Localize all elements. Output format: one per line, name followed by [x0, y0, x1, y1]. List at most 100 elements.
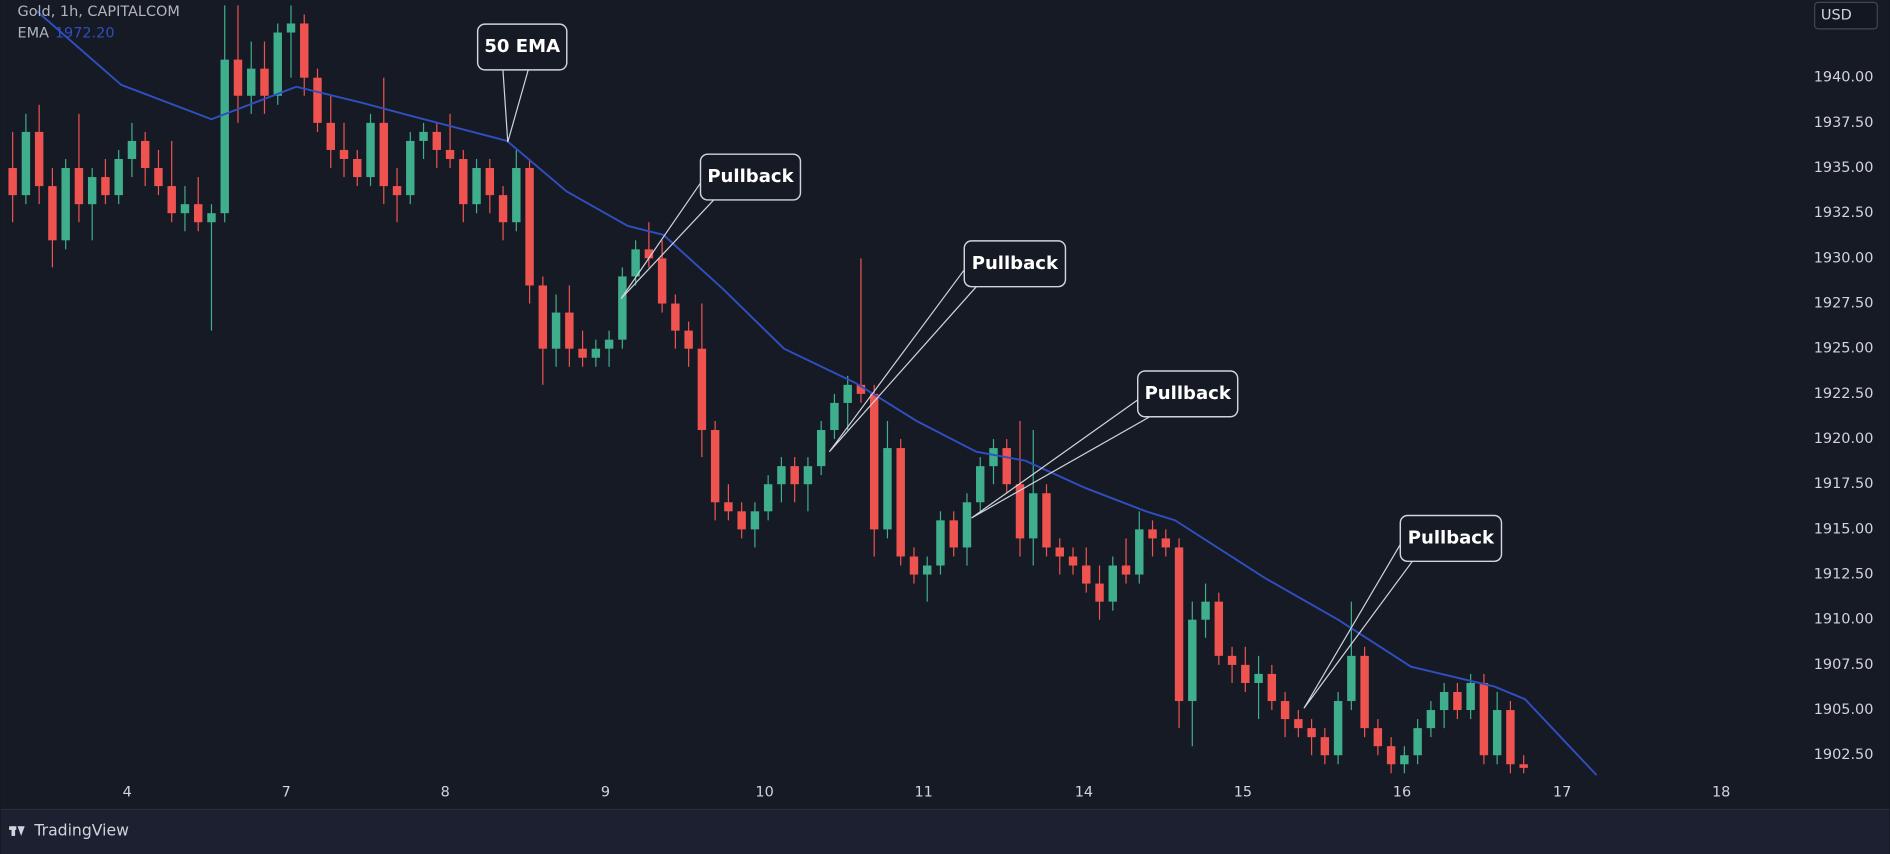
- callout-box: [963, 240, 1067, 288]
- candle-body: [8, 168, 17, 196]
- candle-body: [976, 466, 985, 503]
- candle-body: [896, 448, 905, 557]
- callout-pointer: [620, 182, 715, 300]
- candle-body: [1029, 493, 1038, 539]
- candle-body: [392, 186, 402, 196]
- candle-body: [512, 168, 521, 223]
- candle-body: [432, 131, 442, 150]
- candle-body: [21, 131, 31, 196]
- candle-body: [167, 186, 176, 214]
- candle-body: [631, 249, 640, 277]
- callout-pointer: [828, 269, 977, 453]
- candle-body: [61, 168, 70, 241]
- candle-body: [140, 140, 150, 169]
- candle-body: [697, 348, 707, 431]
- candle-body: [1148, 529, 1157, 539]
- y-tick-label: 1915.00: [1814, 521, 1874, 537]
- y-tick-label: 1905.00: [1814, 702, 1874, 718]
- y-tick-label: 1902.50: [1814, 747, 1874, 763]
- candle-body: [1227, 655, 1237, 665]
- candle-body: [193, 204, 203, 223]
- candle-body: [816, 430, 826, 467]
- footer-bar: [0, 809, 1890, 854]
- plot-area: 1902.50 1905.00 1907.50 1910.00 1912.50 1915.…: [8, 5, 1874, 801]
- candle-body: [644, 249, 654, 259]
- candle-body: [843, 384, 852, 403]
- callout-pointer: [1303, 544, 1413, 709]
- candle-body: [750, 511, 760, 530]
- candle-body: [565, 312, 574, 349]
- candle-body: [551, 312, 561, 349]
- candle-body: [74, 168, 84, 205]
- annotation-text: Pullback: [972, 253, 1059, 274]
- candle-body: [300, 23, 309, 78]
- x-tick-label: 16: [1393, 785, 1411, 801]
- candle-body: [472, 168, 481, 205]
- candle-body: [1214, 601, 1224, 656]
- candle-body: [154, 168, 163, 187]
- currency-label[interactable]: USD: [1821, 8, 1852, 24]
- candle-body: [127, 140, 137, 159]
- candle-body: [220, 59, 229, 214]
- candle-body: [1373, 728, 1383, 747]
- candle-body: [445, 149, 455, 159]
- y-tick-label: 1932.50: [1814, 205, 1874, 221]
- candle-body: [671, 303, 680, 331]
- candle-body: [114, 158, 123, 196]
- candle-body: [34, 131, 44, 187]
- candle-body: [419, 131, 428, 141]
- candle-body: [1108, 565, 1117, 602]
- currency-box[interactable]: [1814, 1, 1878, 30]
- chart-title: Gold, 1h, CAPITALCOM: [18, 4, 180, 20]
- candle-body: [1267, 673, 1277, 702]
- candle-body: [883, 448, 892, 530]
- candle-body: [1095, 583, 1104, 602]
- candle-body: [1506, 710, 1515, 765]
- candle-body: [1201, 601, 1210, 620]
- y-tick-label: 1935.00: [1814, 160, 1874, 176]
- candle-body: [1426, 710, 1436, 729]
- candle-body: [1294, 719, 1303, 729]
- x-tick-label: 7: [282, 785, 291, 801]
- callout-box: [476, 23, 568, 71]
- annotation-text: Pullback: [1408, 527, 1495, 548]
- x-tick-label: 10: [755, 785, 773, 801]
- legend-label: EMA: [18, 26, 50, 42]
- candle-body: [1400, 755, 1409, 765]
- candle-body: [710, 430, 720, 503]
- candle-body: [1042, 493, 1051, 548]
- candle-body: [962, 502, 972, 548]
- candle-body: [1519, 764, 1528, 768]
- candle-body: [578, 348, 587, 358]
- candle-body: [790, 466, 799, 485]
- callout-box: [699, 153, 802, 201]
- candle-body: [591, 348, 601, 358]
- candle-body: [1479, 682, 1489, 756]
- candle-body: [1188, 619, 1197, 702]
- candle-body: [1174, 547, 1184, 702]
- callout-box: [1399, 514, 1503, 563]
- candle-body: [1439, 691, 1449, 711]
- candle-body: [1333, 701, 1343, 756]
- candle-body: [87, 177, 97, 205]
- candle-body: [339, 149, 349, 159]
- candle-body: [724, 502, 733, 512]
- y-tick-label: 1930.00: [1814, 250, 1874, 266]
- candle-body: [936, 520, 945, 566]
- x-tick-label: 8: [441, 785, 450, 801]
- candle-body: [538, 285, 548, 349]
- candle-body: [525, 168, 534, 286]
- callout-pointer: [971, 399, 1151, 519]
- candle-body: [485, 168, 495, 196]
- candle-body: [949, 520, 958, 548]
- x-tick-label: 18: [1712, 785, 1730, 801]
- candle-body: [1241, 664, 1250, 683]
- candle-body: [366, 122, 375, 178]
- candle-body: [1347, 655, 1356, 702]
- y-tick-label: 1917.50: [1814, 476, 1874, 492]
- candle-body: [207, 213, 216, 223]
- y-tick-label: 1907.50: [1814, 657, 1874, 673]
- callout-box: [1136, 370, 1239, 418]
- ema-line: [35, 10, 1598, 776]
- y-tick-label: 1910.00: [1814, 612, 1874, 628]
